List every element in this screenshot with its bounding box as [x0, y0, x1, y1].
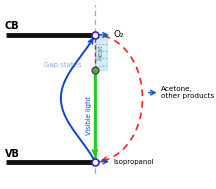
Text: VB: VB: [5, 149, 20, 159]
Text: Heat: Heat: [98, 45, 104, 60]
Polygon shape: [95, 35, 107, 70]
Text: Isopropanol: Isopropanol: [114, 159, 154, 165]
Text: Gap states: Gap states: [44, 62, 81, 68]
Text: Acetone,
other products: Acetone, other products: [161, 86, 214, 99]
Text: Visible light: Visible light: [86, 96, 92, 135]
Text: CB: CB: [5, 21, 19, 31]
Text: O₂: O₂: [114, 30, 124, 40]
